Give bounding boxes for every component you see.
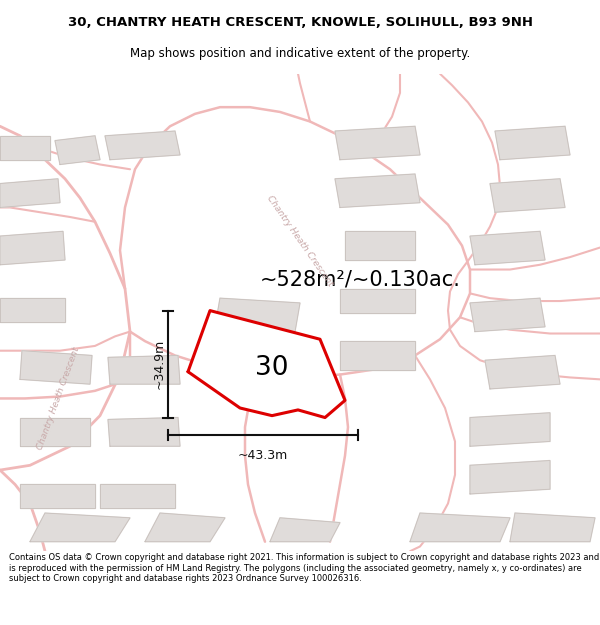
Polygon shape — [100, 484, 175, 508]
Polygon shape — [145, 513, 225, 542]
Text: 30, CHANTRY HEATH CRESCENT, KNOWLE, SOLIHULL, B93 9NH: 30, CHANTRY HEATH CRESCENT, KNOWLE, SOLI… — [67, 16, 533, 29]
Polygon shape — [340, 341, 415, 370]
Polygon shape — [345, 231, 415, 260]
Text: Contains OS data © Crown copyright and database right 2021. This information is : Contains OS data © Crown copyright and d… — [9, 554, 599, 583]
Polygon shape — [485, 356, 560, 389]
Polygon shape — [55, 136, 100, 164]
Polygon shape — [470, 231, 545, 265]
Text: Chantry Heath Crescent: Chantry Heath Crescent — [265, 194, 335, 288]
Polygon shape — [20, 418, 90, 446]
Polygon shape — [0, 179, 60, 208]
Polygon shape — [215, 351, 300, 384]
Polygon shape — [0, 136, 50, 160]
Polygon shape — [470, 461, 550, 494]
Polygon shape — [490, 179, 565, 212]
Polygon shape — [335, 174, 420, 208]
Polygon shape — [470, 298, 545, 332]
Polygon shape — [108, 356, 180, 384]
Polygon shape — [495, 126, 570, 160]
Polygon shape — [335, 126, 420, 160]
Text: ~34.9m: ~34.9m — [152, 339, 166, 389]
Polygon shape — [340, 289, 415, 312]
Text: ~528m²/~0.130ac.: ~528m²/~0.130ac. — [260, 269, 460, 289]
Text: 30: 30 — [255, 355, 289, 381]
Polygon shape — [0, 231, 65, 265]
Polygon shape — [410, 513, 510, 542]
Polygon shape — [30, 513, 130, 542]
Polygon shape — [510, 513, 595, 542]
Polygon shape — [20, 351, 92, 384]
Text: ~43.3m: ~43.3m — [238, 449, 288, 462]
Polygon shape — [20, 484, 95, 508]
Polygon shape — [108, 418, 180, 446]
Polygon shape — [188, 311, 345, 418]
Polygon shape — [105, 131, 180, 160]
Text: Chantry Heath Crescent: Chantry Heath Crescent — [35, 346, 81, 451]
Text: Map shows position and indicative extent of the property.: Map shows position and indicative extent… — [130, 47, 470, 59]
Polygon shape — [270, 518, 340, 542]
Polygon shape — [0, 298, 65, 322]
Polygon shape — [215, 298, 300, 332]
Polygon shape — [470, 412, 550, 446]
